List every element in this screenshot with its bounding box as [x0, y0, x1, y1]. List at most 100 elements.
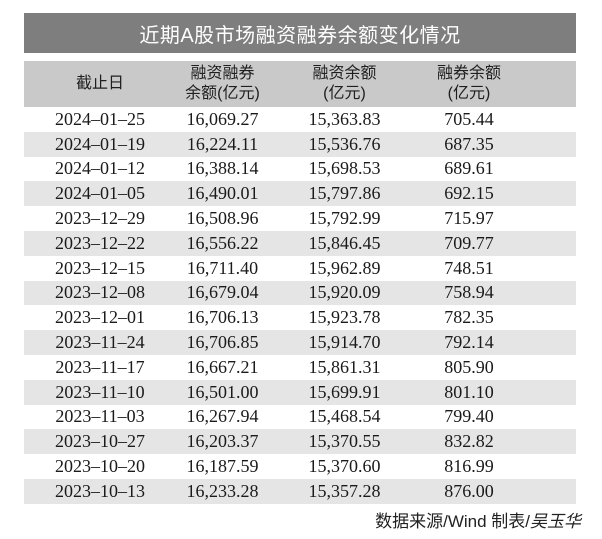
header-cutoff-date: 截止日 [24, 61, 162, 107]
margin-total-balance-cell: 16,388.14 [186, 158, 259, 179]
securities-lending-balance-cell: 799.40 [444, 406, 494, 427]
financing-balance-cell: 15,792.99 [308, 208, 381, 229]
securities-lending-balance-cell: 876.00 [444, 480, 494, 501]
margin-total-balance-cell: 16,556.22 [186, 232, 259, 253]
table-row: 2023–12–15 16,711.40 15,962.89 748.51 [24, 256, 576, 281]
table-row: 2023–12–08 16,679.04 15,920.09 758.94 [24, 280, 576, 306]
date-cell: 2023–12–15 [55, 257, 145, 278]
securities-lending-balance-cell: 705.44 [444, 108, 494, 129]
financing-balance-cell: 15,698.53 [308, 158, 381, 179]
financing-balance-cell: 15,699.91 [308, 381, 381, 402]
margin-total-balance-cell: 16,679.04 [186, 282, 259, 303]
margin-balance-table: 截止日 融资融券 余额(亿元) 融资余额 (亿元) 融券余额 (亿元) [24, 61, 576, 504]
table-row: 2023–10–20 16,187.59 15,370.60 816.99 [24, 454, 576, 479]
date-cell: 2023–12–08 [55, 282, 145, 303]
date-cell: 2023–10–27 [55, 431, 145, 452]
margin-total-balance-cell: 16,224.11 [186, 133, 259, 154]
date-cell: 2023–11–10 [55, 381, 145, 402]
date-cell: 2023–12–01 [55, 307, 145, 328]
financing-balance-cell: 15,861.31 [308, 356, 381, 377]
securities-lending-balance-cell: 692.15 [444, 183, 494, 204]
header-securities-lending-balance: 融券余额 (亿元) [406, 61, 576, 107]
table-row: 2024–01–12 16,388.14 15,698.53 689.61 [24, 157, 576, 182]
header-line: 融券余额 [436, 65, 501, 82]
date-cell: 2024–01–12 [55, 158, 145, 179]
margin-balance-table-block: 近期A股市场融资融券余额变化情况 截止日 融资融券 余额(亿元) [24, 13, 576, 504]
header-line: 余额(亿元) [185, 85, 260, 102]
financing-balance-cell: 15,370.60 [308, 456, 381, 477]
table-row: 2024–01–25 16,069.27 15,363.83 705.44 [24, 107, 576, 132]
margin-total-balance-cell: 16,490.01 [186, 183, 259, 204]
table-row: 2023–11–24 16,706.85 15,914.70 792.14 [24, 330, 576, 355]
financing-balance-cell: 15,363.83 [308, 108, 381, 129]
margin-total-balance-cell: 16,203.37 [186, 431, 259, 452]
securities-lending-balance-cell: 832.82 [444, 431, 494, 452]
table-row: 2023–11–10 16,501.00 15,699.91 801.10 [24, 379, 576, 405]
table-title-bar: 近期A股市场融资融券余额变化情况 [24, 13, 576, 53]
financing-balance-cell: 15,962.89 [308, 257, 381, 278]
table-row: 2023–12–22 16,556.22 15,846.45 709.77 [24, 230, 576, 256]
author-name: 吴玉华 [530, 512, 581, 531]
table-row: 2023–12–01 16,706.13 15,923.78 782.35 [24, 305, 576, 330]
table-body: 2024–01–25 16,069.27 15,363.83 705.44 2024–0… [24, 107, 576, 504]
securities-lending-balance-cell: 689.61 [444, 158, 494, 179]
date-cell: 2023–10–20 [55, 456, 145, 477]
date-cell: 2024–01–25 [55, 108, 145, 129]
table-row: 2023–12–29 16,508.96 15,792.99 715.97 [24, 206, 576, 231]
header-line: (亿元) [323, 85, 366, 102]
securities-lending-balance-cell: 748.51 [444, 257, 494, 278]
date-cell: 2023–11–03 [55, 406, 145, 427]
header-line: (亿元) [447, 85, 491, 102]
header-line: 截止日 [75, 75, 124, 92]
financing-balance-cell: 15,920.09 [308, 282, 381, 303]
securities-lending-balance-cell: 801.10 [444, 381, 494, 402]
date-cell: 2024–01–19 [55, 133, 145, 154]
date-cell: 2023–12–22 [55, 232, 145, 253]
financing-balance-cell: 15,536.76 [308, 133, 381, 154]
date-cell: 2023–11–17 [55, 356, 145, 377]
margin-total-balance-cell: 16,233.28 [186, 480, 259, 501]
date-cell: 2023–12–29 [55, 208, 145, 229]
margin-total-balance-cell: 16,501.00 [186, 381, 259, 402]
table-row: 2023–10–27 16,203.37 15,370.55 832.82 [24, 429, 576, 455]
financing-balance-cell: 15,914.70 [308, 332, 381, 353]
financing-balance-cell: 15,357.28 [308, 480, 381, 501]
header-row: 截止日 融资融券 余额(亿元) 融资余额 (亿元) 融券余额 (亿元) [24, 61, 576, 107]
securities-lending-balance-cell: 792.14 [444, 332, 494, 353]
margin-total-balance-cell: 16,706.13 [186, 307, 259, 328]
financing-balance-cell: 15,797.86 [308, 183, 381, 204]
financing-balance-cell: 15,923.78 [308, 307, 381, 328]
data-source-label: 数据来源/Wind 制表/ [375, 512, 530, 531]
footer: 数据来源/Wind 制表/吴玉华 [375, 507, 581, 532]
header-line: 融资余额 [312, 65, 377, 82]
title-header-divider [24, 53, 576, 61]
header-margin-total-balance: 融资融券 余额(亿元) [162, 61, 283, 107]
securities-lending-balance-cell: 687.35 [444, 133, 494, 154]
securities-lending-balance-cell: 805.90 [444, 356, 494, 377]
securities-lending-balance-cell: 709.77 [444, 232, 494, 253]
table-row: 2023–10–13 16,233.28 15,357.28 876.00 [24, 478, 576, 504]
table-row: 2023–11–03 16,267.94 15,468.54 799.40 [24, 405, 576, 430]
securities-lending-balance-cell: 758.94 [444, 282, 494, 303]
margin-total-balance-cell: 16,711.40 [186, 257, 259, 278]
margin-total-balance-cell: 16,667.21 [186, 356, 259, 377]
date-cell: 2023–11–24 [55, 332, 145, 353]
table-row: 2024–01–19 16,224.11 15,536.76 687.35 [24, 131, 576, 157]
margin-total-balance-cell: 16,706.85 [186, 332, 259, 353]
securities-lending-balance-cell: 782.35 [444, 307, 494, 328]
financing-balance-cell: 15,468.54 [308, 406, 381, 427]
margin-total-balance-cell: 16,267.94 [186, 406, 259, 427]
date-cell: 2023–10–13 [55, 480, 145, 501]
margin-total-balance-cell: 16,069.27 [186, 108, 259, 129]
margin-total-balance-cell: 16,187.59 [186, 456, 259, 477]
margin-total-balance-cell: 16,508.96 [186, 208, 259, 229]
header-line: 融资融券 [190, 65, 255, 82]
securities-lending-balance-cell: 715.97 [444, 208, 494, 229]
header-financing-balance: 融资余额 (亿元) [283, 61, 406, 107]
table-row: 2024–01–05 16,490.01 15,797.86 692.15 [24, 181, 576, 207]
table-row: 2023–11–17 16,667.21 15,861.31 805.90 [24, 355, 576, 380]
securities-lending-balance-cell: 816.99 [444, 456, 494, 477]
financing-balance-cell: 15,370.55 [308, 431, 381, 452]
financing-balance-cell: 15,846.45 [308, 232, 381, 253]
